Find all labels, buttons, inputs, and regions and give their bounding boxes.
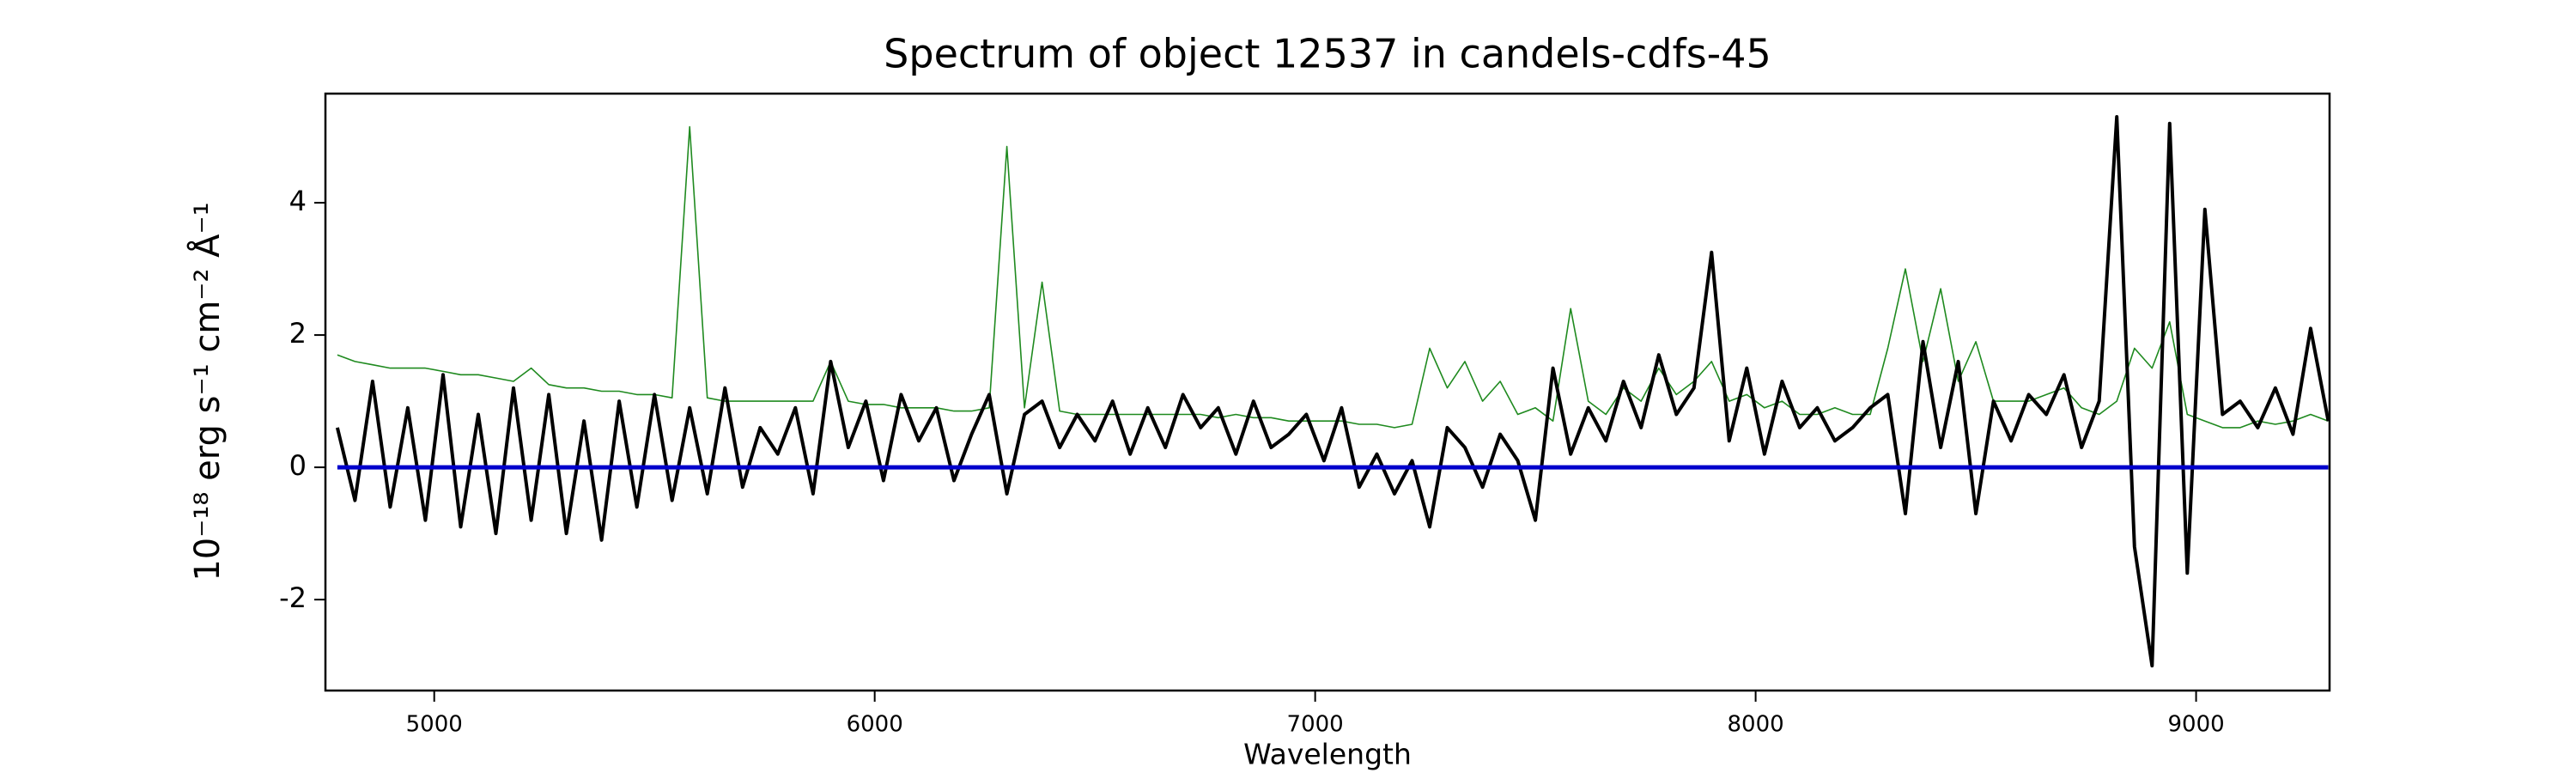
x-axis-label: Wavelength	[1243, 738, 1412, 771]
x-tick-label: 5000	[406, 712, 463, 738]
y-tick-label: 0	[289, 449, 307, 482]
spectrum-line	[337, 125, 2329, 429]
plot-frame	[324, 92, 2331, 692]
x-tick-label: 7000	[1287, 712, 1344, 738]
y-tick-label: 2	[289, 317, 307, 350]
x-tick-label: 8000	[1728, 712, 1784, 738]
y-tick-label: 4	[289, 185, 307, 217]
x-tick-label: 9000	[2167, 712, 2224, 738]
x-tick-label: 6000	[847, 712, 903, 738]
y-axis-label: 10⁻¹⁸ erg s⁻¹ cm⁻² Å⁻¹	[186, 202, 228, 581]
spectrum-line	[335, 115, 2330, 668]
y-tick-label: -2	[279, 581, 307, 614]
chart-title: Spectrum of object 12537 in candels-cdfs…	[884, 31, 1771, 77]
